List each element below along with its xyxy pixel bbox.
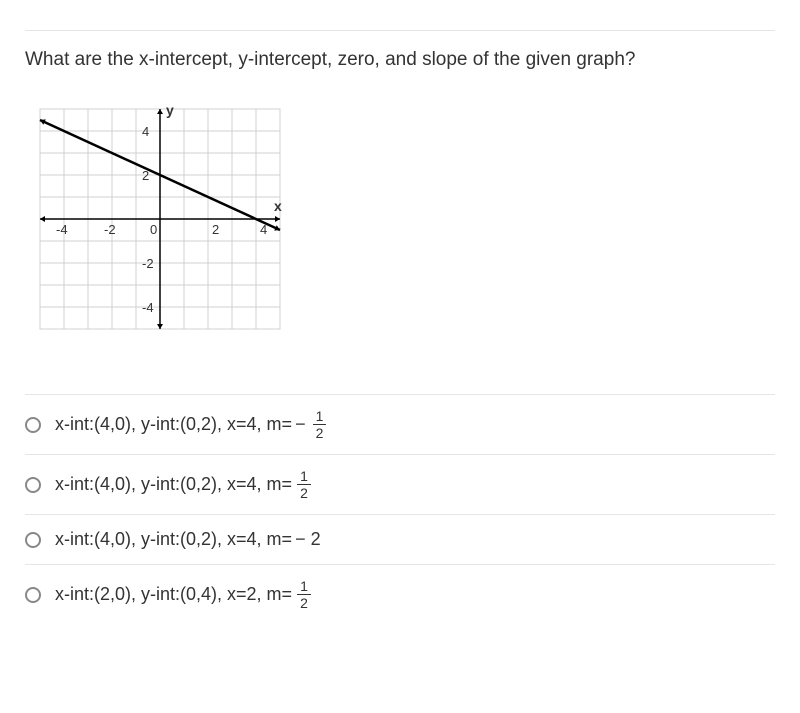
option-text: x-int:(4,0), y-int:(0,2), x=4, m= −2: [55, 529, 321, 550]
svg-text:-4: -4: [142, 300, 154, 315]
options-list: x-int:(4,0), y-int:(0,2), x=4, m= −12 x-…: [25, 394, 775, 624]
svg-text:y: y: [166, 102, 174, 118]
option-row[interactable]: x-int:(4,0), y-int:(0,2), x=4, m= 12: [25, 454, 775, 514]
option-row[interactable]: x-int:(2,0), y-int:(0,4), x=2, m= 12: [25, 564, 775, 624]
graph-svg: -4-2024-4-224yx: [30, 99, 290, 339]
radio-icon[interactable]: [25, 477, 41, 493]
svg-text:-2: -2: [142, 256, 154, 271]
svg-text:0: 0: [150, 222, 157, 237]
option-text: x-int:(4,0), y-int:(0,2), x=4, m= −12: [55, 409, 326, 440]
option-text: x-int:(4,0), y-int:(0,2), x=4, m= 12: [55, 469, 311, 500]
svg-text:4: 4: [142, 124, 149, 139]
radio-icon[interactable]: [25, 417, 41, 433]
option-row[interactable]: x-int:(4,0), y-int:(0,2), x=4, m= −2: [25, 514, 775, 564]
option-text: x-int:(2,0), y-int:(0,4), x=2, m= 12: [55, 579, 311, 610]
svg-text:-2: -2: [104, 222, 116, 237]
radio-icon[interactable]: [25, 587, 41, 603]
option-row[interactable]: x-int:(4,0), y-int:(0,2), x=4, m= −12: [25, 394, 775, 454]
svg-text:x: x: [274, 198, 282, 214]
question-text: What are the x-intercept, y-intercept, z…: [25, 49, 775, 71]
divider-top: [25, 30, 775, 31]
graph-container: -4-2024-4-224yx: [30, 99, 775, 344]
radio-icon[interactable]: [25, 532, 41, 548]
svg-text:2: 2: [212, 222, 219, 237]
svg-text:-4: -4: [56, 222, 68, 237]
